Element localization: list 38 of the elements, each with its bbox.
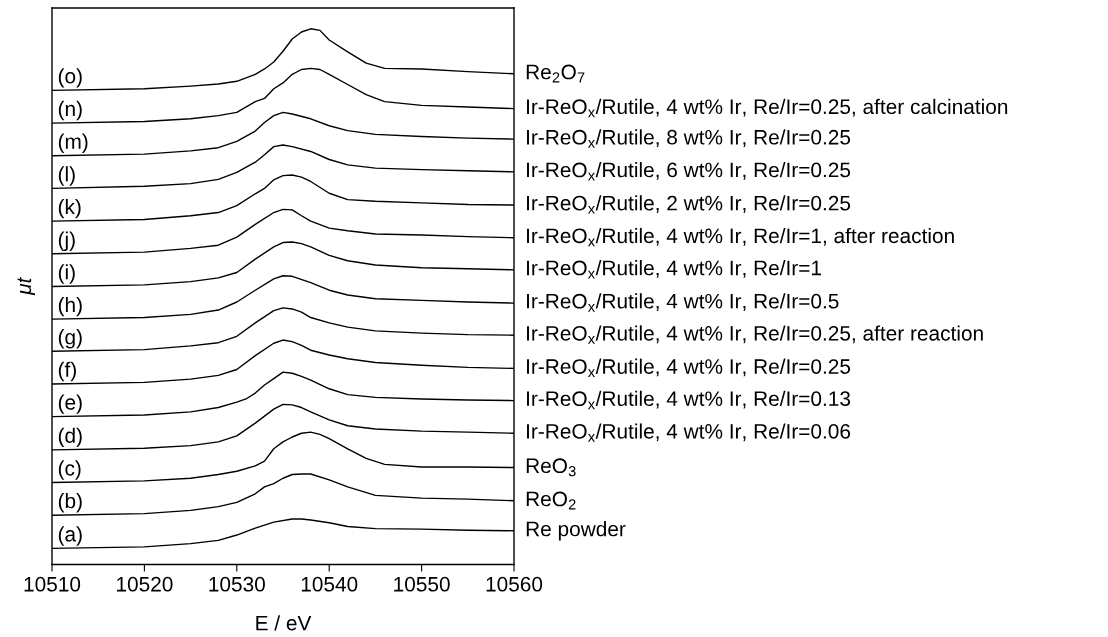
annotation: (f) [58,361,76,382]
x-tick-label: 10530 [209,576,265,592]
series-label: Ir-ReO$_{x}$/Rutile, 4 wt% Ir, Re/Ir=0.06 [527,423,851,442]
series-label: Ir-ReO$_{x}$/Rutile, 4 wt% Ir, Re/Ir=0.25, after calcination [527,98,1008,118]
x-axis-title: E / eV [256,615,312,631]
series-label: Re$_{2}$O$_{7}$ [526,64,585,83]
series-label: Ir-ReO$_{x}$/Rutile, 4 wt% Ir, Re/Ir=0.25 [527,358,851,378]
x-tick-label: 10560 [486,576,543,592]
annotation: (d) [58,427,82,448]
x-tick-label: 10550 [394,576,450,592]
annotation: (i) [58,264,75,284]
annotation: (j) [58,231,75,252]
series-label: Ir-ReO$_{x}$/Rutile, 4 wt% Ir, Re/Ir=0.13 [527,390,851,410]
annotation: (c) [58,460,81,480]
annotation: (m) [58,133,88,153]
series-label: Ir-ReO$_{x}$/Rutile, 2 wt% Ir, Re/Ir=0.25 [527,195,851,214]
series-label: Ir-ReO$_{x}$/Rutile, 4 wt% Ir, Re/Ir=1, after reaction [527,227,954,247]
series-label: Ir-ReO$_{x}$/Rutile, 4 wt% Ir, Re/Ir=0.25, after reaction [527,325,983,344]
series-label: Ir-ReO$_{x}$/Rutile, 6 wt% Ir, Re/Ir=0.25 [527,162,851,181]
x-tick-label: 10520 [117,576,173,592]
x-tick-label: 10510 [24,576,81,592]
annotation: (e) [58,394,82,414]
annotation: (b) [58,493,82,513]
series-label: ReO$_{2}$ [526,491,576,510]
series-label: Ir-ReO$_{x}$/Rutile, 4 wt% Ir, Re/Ir=0.5 [527,293,839,312]
series-label: Re powder [526,521,626,541]
annotation: (l) [58,166,75,186]
annotation: (n) [58,100,82,121]
annotation: (g) [58,329,82,349]
y-axis-title: μt [17,276,36,296]
annotation: (o) [58,68,82,88]
series-label: ReO$_{3}$ [526,458,576,477]
annotation: (a) [58,526,82,546]
annotation: (h) [58,296,82,317]
series-label: Ir-ReO$_{x}$/Rutile, 8 wt% Ir, Re/Ir=0.25 [527,129,851,148]
x-tick-label: 10540 [301,576,358,592]
series-label: Ir-ReO$_{x}$/Rutile, 4 wt% Ir, Re/Ir=1 [527,260,821,279]
annotation: (k) [58,198,81,219]
